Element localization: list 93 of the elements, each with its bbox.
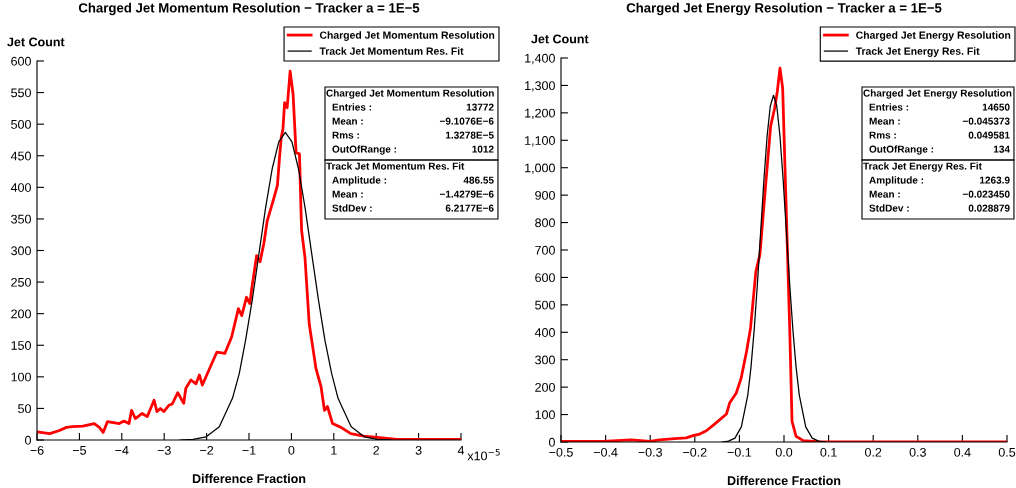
text: 486.55 [463,176,494,184]
x-axis-title: Difference Fraction [727,475,841,486]
x-tick-label: 0.5 [998,447,1016,457]
annotation: Entries : [869,103,909,111]
legend-label: Charged Jet Momentum Resolution [319,31,495,41]
y-tick-label: 800 [535,218,555,228]
chart-title: Charged Jet Energy Resolution − Tracker a = 1E−5 [626,2,942,16]
annotation: 134 [993,145,1010,153]
y-tick-label: 1,300 [525,81,555,92]
y-tick-label: 0 [548,437,555,447]
annotation: Mean : [332,117,363,125]
y-tick-label: 500 [11,119,31,129]
x-tick-label: −0.2 [683,447,707,457]
annotation: Rms : [332,131,359,139]
y-tick-label: 700 [535,245,555,255]
x-tick-label: 0.4 [954,447,971,457]
annotation: Mean : [332,190,363,198]
x-tick-label: −0.4 [593,447,618,457]
x-tick-label: −5 [72,446,86,455]
x-tick-label: 2 [373,445,380,455]
y-tick-label: 450 [10,151,31,161]
y-axis-title: Jet Count [531,34,589,44]
y-tick-label: 50 [18,404,31,414]
y-tick-label: 1,100 [525,136,555,147]
y-tick-label: 1,400 [525,53,555,65]
annotation: 14650 [982,103,1010,111]
annotation: Amplitude : [869,176,924,186]
legend-label: Charged Jet Energy Resolution [856,31,1011,41]
annotation: OutOfRange : [332,145,397,155]
x-tick-label: −0.5 [549,447,573,457]
annotation: Charged Jet Energy Resolution [863,89,1012,99]
y-tick-label: 1,000 [525,163,555,174]
annotation: Mean : [869,117,900,125]
annotation: 0.028879 [968,204,1010,212]
annotation: Charged Jet Momentum Resolution [326,89,494,99]
x-tick-label: −3 [157,445,171,455]
annotation: −0.045373 [962,117,1010,125]
x-tick-label: 0.0 [775,447,793,457]
annotation: −1.4279E−6 [439,190,494,198]
y-axis-title: Jet Count [7,37,65,47]
chart-title: Charged Jet Momentum Resolution − Tracker a = 1E−5 [78,2,420,16]
y-tick-label: 150 [11,341,31,350]
y-tick-label: 900 [535,190,555,200]
legend-label: Track Jet Energy Res. Fit [855,47,980,57]
text: x10$^{−5}$ [467,449,500,461]
annotation: 1.3278E−5 [445,131,494,139]
x-tick-label: 3 [415,445,422,455]
annotation: Amplitude : [332,176,387,186]
x-tick-label: 4 [457,446,465,455]
annotation: StdDev : [332,204,372,212]
y-tick-label: 200 [535,382,555,392]
y-tick-label: 250 [11,277,31,287]
annotation: −9.1076E−6 [439,117,494,125]
y-tick-label: 400 [534,328,555,337]
legend-label: Track Jet Momentum Res. Fit [319,47,464,55]
y-tick-label: 500 [535,300,555,310]
annotation: Mean : [869,190,900,198]
annotation: Track Jet Energy Res. Fit [863,162,982,172]
y-tick-label: 0 [24,435,31,445]
annotation: 0.049581 [968,131,1010,139]
x-tick-label: −4 [115,446,129,455]
y-tick-label: 550 [11,88,31,98]
y-tick-label: 100 [11,372,31,382]
annotation: StdDev : [869,204,909,212]
annotation: Rms : [869,131,896,139]
y-tick-label: 100 [535,410,555,420]
annotation: OutOfRange : [869,145,934,155]
x-tick-label: 0 [288,445,295,455]
annotation: 6.2177E−6 [445,204,494,212]
annotation: Track Jet Momentum Res. Fit [326,162,465,170]
x-axis-title: Difference Fraction [192,473,306,484]
x-tick-label: 0.3 [909,447,926,457]
y-tick-label: 600 [535,273,555,283]
x-tick-label: 0.1 [820,447,837,457]
annotation: −0.023450 [962,190,1010,198]
text: 13772 [466,103,494,111]
x-tick-label: −6 [30,445,44,455]
annotation: 1263.9 [980,176,1010,184]
x-tick-label: −0.3 [638,447,662,457]
y-tick-label: 300 [535,355,555,365]
x-tick-label: 0.2 [865,447,882,457]
y-tick-label: 300 [11,246,31,256]
y-tick-label: 600 [11,56,31,66]
x-tick-label: 1 [331,446,337,455]
x-tick-label: −2 [200,445,214,455]
x-tick-label: −0.1 [727,447,752,457]
annotation: Entries : [332,103,372,111]
y-tick-label: 1,200 [525,108,555,119]
x-tick-label: −1 [242,446,256,455]
text: 1012 [472,145,494,153]
y-tick-label: 200 [11,309,31,319]
y-tick-label: 400 [10,183,31,192]
y-tick-label: 350 [11,214,31,224]
